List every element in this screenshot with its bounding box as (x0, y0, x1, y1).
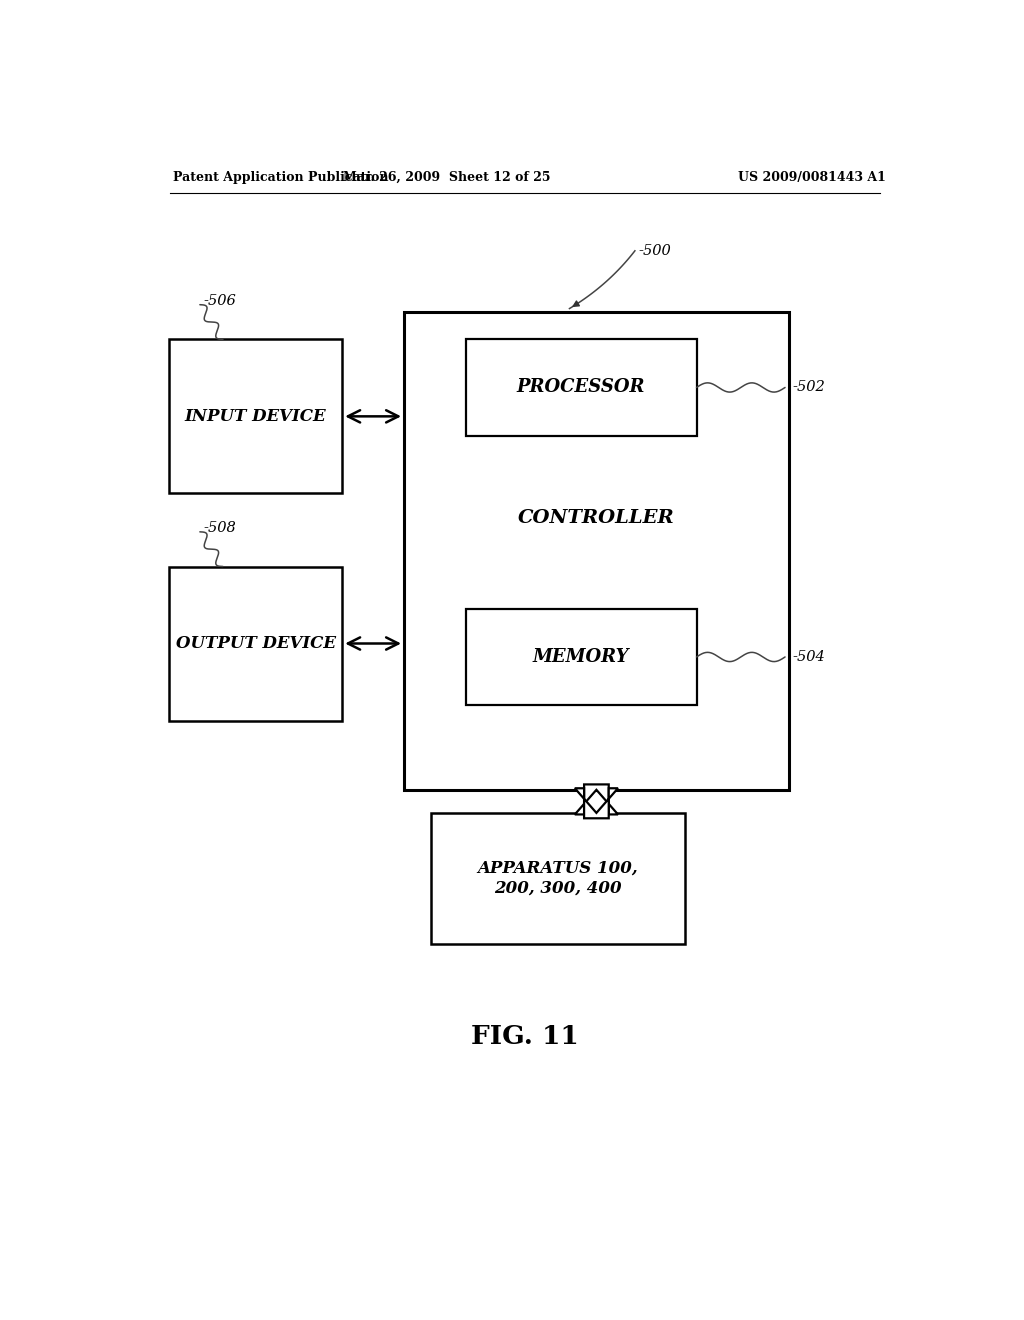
Text: PROCESSOR: PROCESSOR (517, 379, 645, 396)
Text: -508: -508 (204, 521, 237, 535)
Text: -502: -502 (793, 380, 825, 395)
Bar (431, 813, 685, 944)
Bar (403, 313, 788, 789)
Text: MEMORY: MEMORY (532, 648, 630, 667)
Bar (466, 609, 696, 705)
Text: CONTROLLER: CONTROLLER (518, 510, 675, 528)
Text: US 2009/0081443 A1: US 2009/0081443 A1 (738, 172, 886, 185)
Text: -506: -506 (204, 294, 237, 308)
Text: FIG. 11: FIG. 11 (471, 1024, 579, 1048)
Polygon shape (574, 788, 617, 818)
Bar (169, 339, 342, 494)
Text: INPUT DEVICE: INPUT DEVICE (185, 408, 327, 425)
Bar (466, 339, 696, 436)
Text: Patent Application Publication: Patent Application Publication (173, 172, 388, 185)
Text: APPARATUS 100,
200, 300, 400: APPARATUS 100, 200, 300, 400 (477, 861, 638, 896)
Text: -500: -500 (639, 244, 672, 257)
Bar (169, 566, 342, 721)
Text: Mar. 26, 2009  Sheet 12 of 25: Mar. 26, 2009 Sheet 12 of 25 (342, 172, 550, 185)
Polygon shape (574, 784, 617, 814)
Text: -504: -504 (793, 649, 825, 664)
Text: OUTPUT DEVICE: OUTPUT DEVICE (176, 635, 336, 652)
